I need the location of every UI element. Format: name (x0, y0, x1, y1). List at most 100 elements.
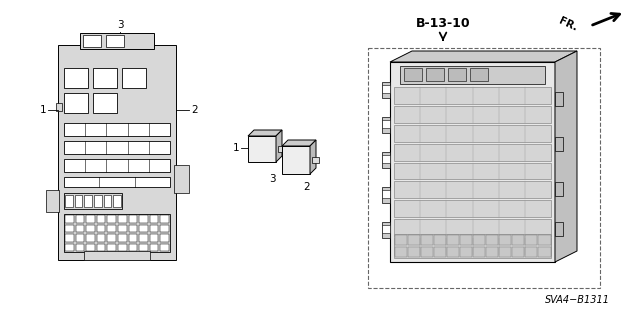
Text: FR.: FR. (557, 15, 579, 33)
Bar (394, 219, 551, 236)
Bar (447, 235, 459, 245)
Bar (118, 215, 127, 222)
Bar (76, 225, 84, 232)
Bar (538, 247, 550, 257)
Bar (434, 235, 446, 245)
Bar (382, 85, 390, 93)
Bar (382, 120, 390, 128)
Bar (525, 247, 538, 257)
Bar (108, 225, 116, 232)
Bar (448, 68, 466, 81)
Bar (460, 235, 472, 245)
Bar (278, 146, 285, 152)
Bar (368, 48, 600, 288)
Bar (525, 235, 538, 245)
Bar (394, 144, 551, 160)
Polygon shape (555, 137, 563, 151)
Polygon shape (276, 130, 282, 162)
Bar (64, 68, 88, 88)
Bar (65, 215, 74, 222)
Bar (84, 251, 150, 260)
Bar (75, 195, 83, 207)
Bar (150, 225, 159, 232)
Bar (64, 159, 170, 172)
Bar (499, 235, 511, 245)
Bar (486, 235, 498, 245)
Bar (93, 68, 117, 88)
Bar (93, 93, 117, 113)
Bar (76, 243, 84, 251)
Polygon shape (310, 140, 316, 174)
Bar (108, 215, 116, 222)
Text: 1: 1 (40, 105, 46, 115)
Bar (150, 215, 159, 222)
Bar (161, 215, 169, 222)
Bar (400, 66, 545, 84)
Bar (140, 234, 148, 241)
Bar (161, 234, 169, 241)
Polygon shape (555, 182, 563, 196)
Bar (108, 243, 116, 251)
Bar (64, 177, 170, 187)
Bar (65, 225, 74, 232)
Bar (97, 225, 106, 232)
Bar (97, 234, 106, 241)
Bar (512, 247, 524, 257)
Bar (394, 106, 551, 123)
Text: 3: 3 (269, 174, 275, 184)
Bar (382, 225, 390, 233)
Bar (394, 87, 551, 104)
Bar (150, 243, 159, 251)
Bar (56, 103, 62, 111)
Bar (97, 243, 106, 251)
Bar (64, 214, 170, 252)
Bar (390, 62, 555, 262)
Bar (460, 247, 472, 257)
Bar (140, 215, 148, 222)
Bar (473, 235, 485, 245)
Polygon shape (555, 222, 563, 236)
Bar (64, 141, 170, 154)
Polygon shape (282, 140, 316, 146)
Bar (122, 68, 146, 88)
Bar (104, 195, 111, 207)
Bar (382, 222, 390, 238)
Bar (404, 68, 422, 81)
Bar (86, 234, 95, 241)
Bar (394, 200, 551, 217)
Bar (394, 238, 551, 255)
Bar (129, 234, 137, 241)
Bar (140, 243, 148, 251)
Bar (161, 243, 169, 251)
Text: SVA4−B1311: SVA4−B1311 (545, 295, 610, 305)
Bar (394, 234, 551, 258)
Bar (312, 157, 319, 163)
Bar (46, 190, 59, 212)
Bar (76, 215, 84, 222)
Bar (394, 247, 406, 257)
Bar (80, 33, 154, 49)
Bar (64, 123, 170, 136)
Bar (282, 146, 310, 174)
Bar (65, 234, 74, 241)
Bar (486, 247, 498, 257)
Bar (248, 136, 276, 162)
Bar (86, 225, 95, 232)
Bar (382, 82, 390, 98)
Bar (394, 125, 551, 142)
Bar (106, 35, 124, 47)
Bar (408, 247, 420, 257)
Text: 2: 2 (191, 105, 198, 115)
Bar (65, 195, 73, 207)
Bar (64, 193, 122, 209)
Bar (118, 243, 127, 251)
Bar (97, 215, 106, 222)
Bar (394, 235, 406, 245)
Bar (129, 225, 137, 232)
Bar (382, 152, 390, 168)
Bar (538, 235, 550, 245)
Bar (382, 155, 390, 163)
Bar (129, 243, 137, 251)
Bar (76, 234, 84, 241)
Text: 1: 1 (232, 143, 239, 153)
